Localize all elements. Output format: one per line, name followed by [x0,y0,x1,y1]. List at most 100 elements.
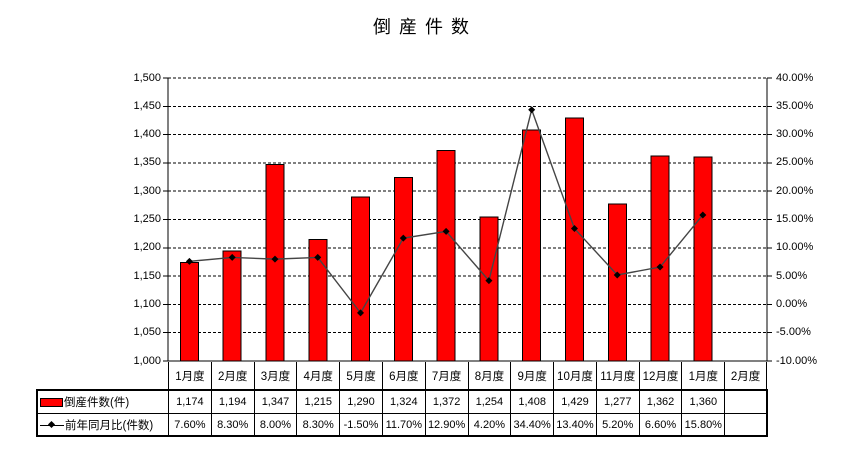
legend-cell: 倒産件数(件) [38,391,168,413]
x-axis-label: 9月度 [510,362,553,389]
diamond-marker-icon [485,277,493,285]
diamond-marker-icon [228,253,236,261]
y-axis-tick-label: 1,050 [133,326,161,339]
table-cell: 12.90% [424,414,468,436]
bar [607,203,627,362]
x-axis-label: 7月度 [424,362,468,389]
diamond-marker-icon [699,211,707,219]
diamond-marker-icon [271,255,279,263]
legend-cell: 前年同月比(件数) [38,414,168,436]
table-cell: 8.30% [210,414,254,436]
y2-axis-tick-label: 15.00% [776,213,814,225]
diamond-marker-icon [442,227,450,235]
table-cell: 1,215 [296,391,339,413]
y-axis-tick-label: 1,200 [133,241,161,254]
y-axis-tick-label: 1,500 [133,71,161,84]
bar [179,262,199,362]
bar [222,250,242,362]
y2-axis-tick-label: 20.00% [776,184,814,197]
legend-line-swatch-icon [40,420,64,430]
table-cell: 7.60% [168,414,211,436]
bar [265,164,285,362]
y-axis-tick-label: 1,300 [133,184,161,197]
table-cell: 8.00% [253,414,297,436]
x-axis-label: 10月度 [553,362,596,389]
table-cell: 1,360 [681,391,724,413]
table-cell: 13.40% [553,414,596,436]
bar [693,156,713,362]
chart-title: 倒産件数 [373,17,477,37]
bar [308,238,328,362]
x-axis-label: 3月度 [253,362,297,389]
y-axis-tick-label: 1,150 [133,269,161,282]
table-cell: 1,277 [595,391,639,413]
y2-axis-tick-label: 35.00% [776,99,814,112]
table-row-separator [36,413,768,414]
y2-axis-tick-label: 0.00% [776,297,808,310]
x-axis-label: 1月度 [681,362,724,389]
table-cell: 6.60% [638,414,682,436]
x-axis-label: 12月度 [638,362,682,389]
y-axis-tick-label: 1,100 [133,297,161,310]
y-axis-tick-label: 1,350 [133,156,161,169]
x-axis-label: 1月度 [168,362,211,389]
y2-axis-tick-label: 5.00% [776,269,808,282]
table-cell: 1,194 [210,391,254,413]
y2-axis-tick-label: 30.00% [776,128,814,141]
bar [564,117,584,362]
table-cell: 1,290 [339,391,382,413]
y2-axis-tick-label: 10.00% [776,241,814,254]
table-cell: 1,254 [467,391,511,413]
table-cell [724,391,767,413]
y-axis-tick-label: 1,000 [133,354,161,367]
table-cell: -1.50% [339,414,382,436]
table-cell: 11.70% [381,414,425,436]
bar [436,149,456,362]
y2-axis-tick-label: -5.00% [776,326,811,339]
diamond-marker-icon [528,106,536,114]
diamond-marker-icon [314,253,322,261]
legend-label: 倒産件数(件) [64,397,130,409]
diamond-marker-icon [399,234,407,242]
diamond-marker-icon [656,263,664,271]
table-cell: 34.40% [510,414,553,436]
x-axis-label: 2月度 [724,362,767,389]
bar [650,155,670,362]
table-cell: 5.20% [595,414,639,436]
table-cell: 1,408 [510,391,553,413]
x-axis-label: 4月度 [296,362,339,389]
x-axis-label: 2月度 [210,362,254,389]
diamond-marker-icon [570,225,578,233]
diamond-marker-icon [185,257,193,265]
bar [393,177,413,362]
table-cell: 1,347 [253,391,297,413]
y-axis-tick-label: 1,450 [133,99,161,112]
table-cell: 1,362 [638,391,682,413]
table-cell: 1,372 [424,391,468,413]
legend-diamond-icon [47,420,56,429]
x-axis-label: 8月度 [467,362,511,389]
y2-axis-tick-label: 40.00% [776,71,814,84]
bar [351,196,371,362]
diamond-marker-icon [613,271,621,279]
table-cell [724,414,767,436]
table-cell: 4.20% [467,414,511,436]
legend-bar-swatch-icon [40,397,63,407]
bar [522,129,542,362]
bar [479,216,499,362]
table-cell: 15.80% [681,414,724,436]
y-axis-tick-label: 1,400 [133,128,161,141]
table-cell: 1,324 [381,391,425,413]
y2-axis-tick-label: 25.00% [776,156,814,169]
x-axis-label: 11月度 [595,362,639,389]
table-cell: 8.30% [296,414,339,436]
diamond-marker-icon [357,309,365,317]
legend-label: 前年同月比(件数) [65,420,154,432]
y2-axis-tick-label: -10.00% [776,354,817,367]
x-axis-label: 6月度 [381,362,425,389]
x-axis-label: 5月度 [339,362,382,389]
table-cell: 1,174 [168,391,211,413]
y-axis-tick-label: 1,250 [133,213,161,225]
